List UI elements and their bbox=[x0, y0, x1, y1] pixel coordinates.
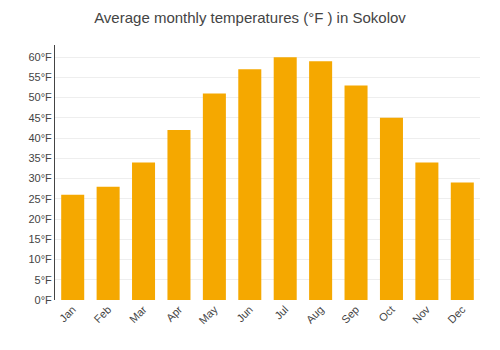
svg-text:Jul: Jul bbox=[272, 303, 290, 321]
svg-text:Oct: Oct bbox=[376, 303, 397, 324]
svg-text:45°F: 45°F bbox=[28, 112, 52, 124]
svg-text:60°F: 60°F bbox=[28, 51, 52, 63]
svg-text:35°F: 35°F bbox=[28, 152, 52, 164]
svg-text:30°F: 30°F bbox=[28, 172, 52, 184]
svg-text:Nov: Nov bbox=[410, 303, 433, 326]
svg-text:40°F: 40°F bbox=[28, 132, 52, 144]
svg-text:Mar: Mar bbox=[127, 303, 149, 325]
svg-text:Feb: Feb bbox=[92, 303, 114, 325]
svg-text:Dec: Dec bbox=[445, 303, 468, 326]
svg-text:55°F: 55°F bbox=[28, 71, 52, 83]
svg-text:Jan: Jan bbox=[57, 303, 78, 324]
svg-text:25°F: 25°F bbox=[28, 193, 52, 205]
svg-text:20°F: 20°F bbox=[28, 213, 52, 225]
svg-text:50°F: 50°F bbox=[28, 91, 52, 103]
svg-text:0°F: 0°F bbox=[35, 294, 53, 306]
svg-text:May: May bbox=[197, 303, 221, 327]
svg-text:Jun: Jun bbox=[234, 303, 255, 324]
svg-text:Sep: Sep bbox=[339, 303, 361, 325]
svg-text:15°F: 15°F bbox=[28, 233, 52, 245]
svg-text:10°F: 10°F bbox=[28, 253, 52, 265]
svg-text:Aug: Aug bbox=[304, 303, 326, 325]
svg-text:Average monthly temperatures (: Average monthly temperatures (°F ) in So… bbox=[94, 9, 406, 26]
svg-text:Apr: Apr bbox=[164, 303, 185, 324]
svg-text:5°F: 5°F bbox=[35, 274, 53, 286]
